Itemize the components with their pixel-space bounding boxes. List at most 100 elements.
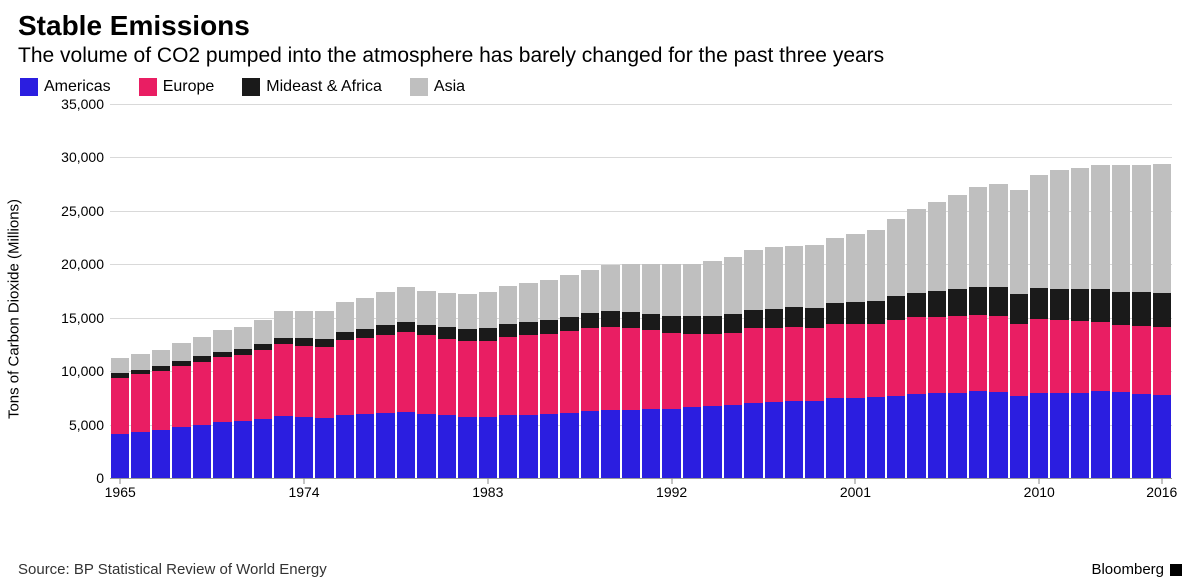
bar-segment-mideast_africa: [1071, 289, 1089, 322]
bar-segment-mideast_africa: [683, 316, 701, 333]
bar-segment-asia: [601, 265, 619, 311]
bar: [642, 104, 660, 478]
bar: [622, 104, 640, 478]
bar: [1091, 104, 1109, 478]
bar-segment-asia: [438, 293, 456, 328]
bar-segment-americas: [1132, 394, 1150, 478]
source-text: Source: BP Statistical Review of World E…: [18, 561, 327, 578]
bar-segment-americas: [438, 415, 456, 478]
legend-swatch: [20, 78, 38, 96]
bar-segment-americas: [765, 402, 783, 478]
bar: [519, 104, 537, 478]
bar-segment-asia: [356, 298, 374, 330]
bar-segment-americas: [336, 415, 354, 478]
bar: [989, 104, 1007, 478]
bar-segment-americas: [560, 413, 578, 478]
bar-segment-americas: [785, 401, 803, 478]
bar-segment-americas: [1050, 393, 1068, 478]
legend-item: Asia: [410, 78, 465, 96]
bar-segment-americas: [254, 419, 272, 478]
bar-segment-europe: [356, 338, 374, 414]
bar-segment-asia: [131, 354, 149, 370]
bar: [397, 104, 415, 478]
legend-item: Mideast & Africa: [242, 78, 382, 96]
bar: [785, 104, 803, 478]
bar-segment-europe: [846, 324, 864, 398]
bar-segment-mideast_africa: [1112, 292, 1130, 326]
bar-segment-asia: [703, 261, 721, 316]
bar-segment-asia: [867, 230, 885, 301]
bar-segment-mideast_africa: [560, 317, 578, 332]
bar-segment-europe: [397, 332, 415, 412]
bar-segment-asia: [152, 350, 170, 367]
bar: [907, 104, 925, 478]
bar-segment-europe: [234, 355, 252, 421]
bar-segment-americas: [274, 416, 292, 478]
x-tick-label: 1983: [472, 484, 503, 500]
bar: [1030, 104, 1048, 478]
bar-segment-americas: [887, 396, 905, 478]
bar-segment-americas: [519, 415, 537, 478]
bar-segment-mideast_africa: [581, 313, 599, 328]
bar-segment-mideast_africa: [458, 329, 476, 341]
bar-segment-mideast_africa: [1153, 293, 1171, 328]
bar-segment-asia: [1132, 165, 1150, 292]
bar-segment-europe: [438, 339, 456, 415]
bar-segment-americas: [458, 417, 476, 478]
bar-segment-americas: [928, 393, 946, 478]
bar-segment-europe: [867, 324, 885, 398]
y-tick-label: 25,000: [61, 203, 104, 219]
bar-segment-europe: [785, 327, 803, 400]
bar-segment-mideast_africa: [969, 287, 987, 314]
bar-segment-mideast_africa: [1050, 289, 1068, 321]
bar: [274, 104, 292, 478]
bar-segment-europe: [622, 328, 640, 409]
bar-segment-asia: [254, 320, 272, 344]
bar-segment-americas: [683, 407, 701, 478]
bar-segment-europe: [887, 320, 905, 396]
bar-segment-mideast_africa: [376, 325, 394, 334]
bar: [295, 104, 313, 478]
bar-segment-americas: [234, 421, 252, 478]
bar-segment-europe: [152, 371, 170, 430]
bar: [805, 104, 823, 478]
bar-segment-americas: [1030, 393, 1048, 478]
bar: [213, 104, 231, 478]
bar-segment-asia: [540, 280, 558, 320]
bar-segment-mideast_africa: [336, 332, 354, 340]
bar-segment-europe: [111, 378, 129, 435]
bars-container: [110, 104, 1172, 478]
bar-segment-mideast_africa: [846, 302, 864, 324]
bar-segment-mideast_africa: [928, 291, 946, 317]
bar-segment-europe: [765, 328, 783, 402]
bar: [948, 104, 966, 478]
bar-segment-europe: [172, 366, 190, 427]
bar-segment-americas: [724, 405, 742, 478]
bar-segment-europe: [336, 340, 354, 415]
bar-segment-americas: [479, 417, 497, 478]
bar-segment-europe: [315, 347, 333, 419]
bar-segment-europe: [662, 333, 680, 409]
bar: [356, 104, 374, 478]
bar: [969, 104, 987, 478]
bar-segment-europe: [560, 331, 578, 413]
bar: [172, 104, 190, 478]
footer: Source: BP Statistical Review of World E…: [18, 561, 1182, 578]
bar-segment-mideast_africa: [622, 312, 640, 328]
bar-segment-americas: [969, 391, 987, 478]
bar-segment-europe: [642, 330, 660, 409]
bar-segment-americas: [907, 394, 925, 478]
bar: [560, 104, 578, 478]
bar: [458, 104, 476, 478]
bar-segment-americas: [131, 432, 149, 478]
x-tick-label: 1965: [105, 484, 136, 500]
bar-segment-asia: [417, 291, 435, 325]
bar-segment-asia: [846, 234, 864, 301]
bar: [193, 104, 211, 478]
legend-swatch: [410, 78, 428, 96]
bar: [928, 104, 946, 478]
bar-segment-americas: [1071, 393, 1089, 478]
bar-segment-americas: [1010, 396, 1028, 478]
bar-segment-mideast_africa: [274, 338, 292, 345]
bar-segment-asia: [458, 294, 476, 329]
